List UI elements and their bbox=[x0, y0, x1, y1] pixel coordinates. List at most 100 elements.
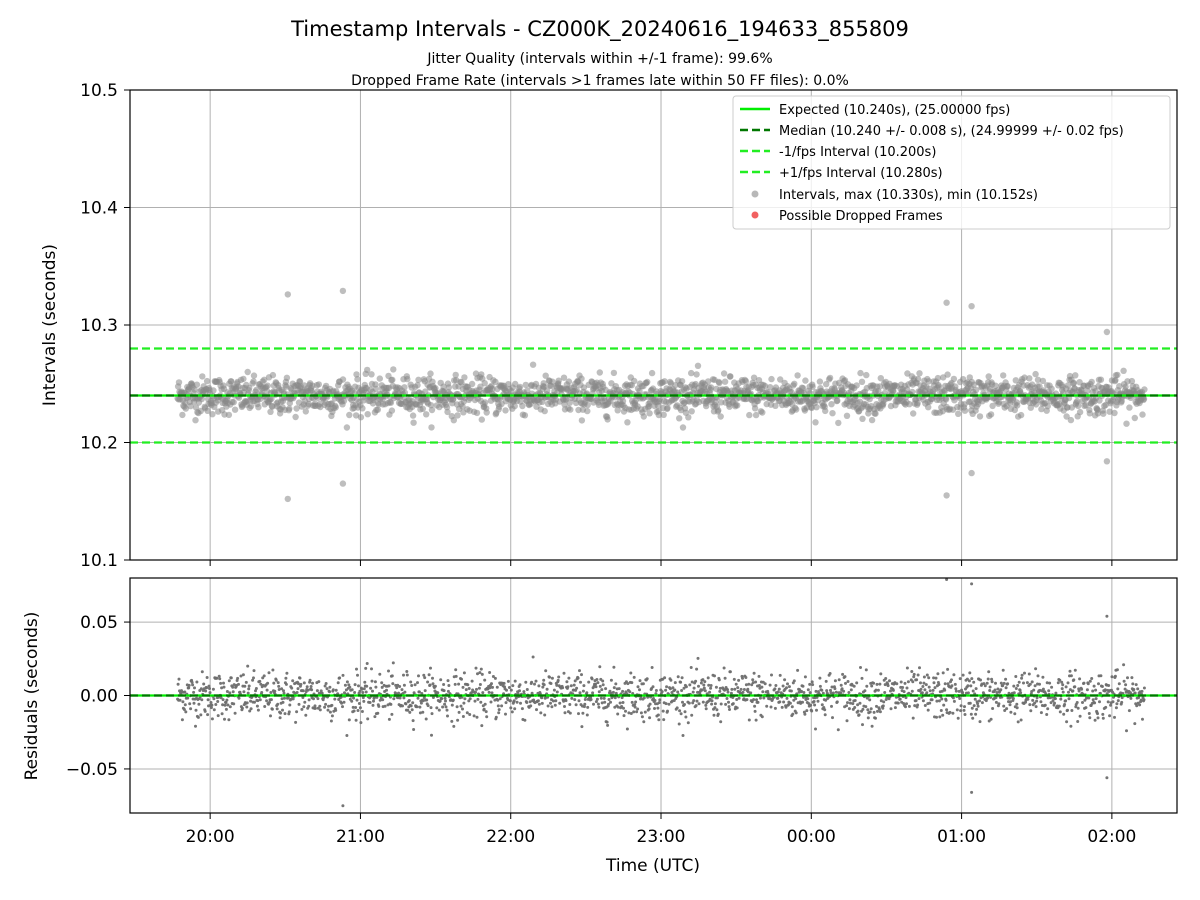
interval-point bbox=[315, 381, 322, 388]
residual-point bbox=[591, 691, 595, 695]
interval-point bbox=[648, 369, 656, 377]
interval-point bbox=[404, 375, 411, 383]
residual-point bbox=[673, 688, 677, 692]
interval-point bbox=[799, 385, 807, 392]
residual-point bbox=[995, 691, 999, 694]
residual-point bbox=[487, 690, 491, 694]
residual-point bbox=[370, 679, 374, 683]
residual-point bbox=[796, 668, 800, 672]
residual-point bbox=[692, 699, 696, 703]
residual-point bbox=[872, 681, 876, 685]
residual-point bbox=[697, 702, 701, 706]
residual-point bbox=[1027, 672, 1031, 676]
residual-point bbox=[820, 703, 824, 707]
interval-point bbox=[423, 411, 430, 418]
residual-point bbox=[676, 690, 680, 694]
residual-point bbox=[401, 704, 404, 708]
interval-point bbox=[253, 386, 260, 394]
residual-point bbox=[273, 689, 277, 693]
residual-point bbox=[225, 690, 229, 693]
interval-point bbox=[672, 382, 679, 389]
residual-point bbox=[679, 680, 683, 684]
residual-point bbox=[1120, 696, 1124, 700]
residual-point bbox=[870, 724, 874, 728]
residual-point bbox=[534, 679, 538, 683]
residual-point bbox=[573, 679, 577, 683]
residual-point bbox=[811, 683, 815, 687]
residual-point bbox=[315, 689, 319, 693]
interval-point bbox=[387, 399, 395, 406]
interval-point bbox=[255, 404, 262, 411]
residual-point bbox=[416, 696, 420, 700]
interval-point bbox=[511, 402, 518, 410]
residual-point bbox=[697, 684, 700, 688]
intervals-reference-lines bbox=[130, 347, 1177, 444]
interval-point bbox=[777, 376, 784, 383]
residual-point bbox=[177, 677, 181, 681]
residual-point bbox=[895, 682, 899, 686]
residual-point bbox=[529, 704, 533, 708]
residual-point bbox=[876, 688, 880, 692]
residual-point bbox=[1015, 706, 1019, 710]
residual-point bbox=[420, 692, 424, 695]
residual-point bbox=[595, 697, 599, 701]
residual-point bbox=[508, 699, 512, 703]
residual-point bbox=[270, 707, 274, 711]
residual-point bbox=[828, 672, 832, 675]
residual-point bbox=[1064, 699, 1068, 703]
interval-point bbox=[477, 383, 484, 390]
residual-point bbox=[215, 676, 219, 680]
residual-point bbox=[928, 701, 932, 705]
residual-point bbox=[1002, 681, 1006, 685]
residual-point bbox=[635, 710, 639, 714]
residual-point bbox=[600, 688, 604, 692]
residual-point bbox=[603, 700, 607, 704]
residual-point bbox=[313, 704, 317, 708]
residual-point bbox=[842, 689, 846, 693]
residual-point bbox=[513, 679, 517, 683]
residual-point bbox=[442, 689, 446, 693]
residual-point bbox=[475, 687, 478, 691]
residual-point bbox=[907, 704, 911, 708]
residual-point bbox=[1075, 701, 1079, 704]
residual-point bbox=[186, 696, 190, 700]
residual-point bbox=[959, 704, 963, 708]
interval-point bbox=[925, 378, 932, 385]
residual-point bbox=[846, 701, 849, 705]
residual-point bbox=[1006, 682, 1010, 686]
residual-point bbox=[545, 687, 549, 691]
residual-point bbox=[638, 679, 642, 683]
residual-point bbox=[288, 703, 292, 707]
residual-point bbox=[695, 667, 699, 671]
interval-point bbox=[1116, 383, 1123, 390]
residual-point bbox=[1020, 673, 1024, 677]
residual-point bbox=[276, 681, 280, 685]
residual-point bbox=[634, 700, 638, 704]
interval-point bbox=[1072, 372, 1079, 379]
residual-point bbox=[430, 712, 434, 716]
residual-point bbox=[370, 667, 373, 671]
residual-point bbox=[284, 682, 288, 686]
residual-point bbox=[1140, 689, 1144, 693]
residual-point bbox=[223, 717, 226, 721]
interval-point bbox=[267, 408, 274, 415]
residual-point bbox=[1131, 682, 1135, 686]
residual-point bbox=[317, 680, 321, 684]
residual-point bbox=[585, 713, 589, 717]
interval-point bbox=[560, 374, 568, 381]
residual-point bbox=[969, 684, 973, 688]
residual-point bbox=[643, 710, 647, 714]
legend-median-label: Median (10.240 +/- 0.008 s), (24.99999 +… bbox=[779, 124, 1124, 139]
residual-point bbox=[809, 703, 813, 707]
residual-point bbox=[472, 714, 476, 718]
residual-point bbox=[823, 713, 827, 717]
residual-point bbox=[199, 713, 203, 717]
residual-point bbox=[1009, 710, 1013, 714]
interval-point bbox=[914, 399, 921, 407]
residual-point bbox=[231, 690, 235, 694]
residual-point bbox=[1016, 720, 1020, 724]
residual-point bbox=[823, 708, 827, 712]
residual-point bbox=[381, 698, 385, 702]
residual-point bbox=[632, 710, 636, 714]
residual-point bbox=[390, 712, 394, 716]
